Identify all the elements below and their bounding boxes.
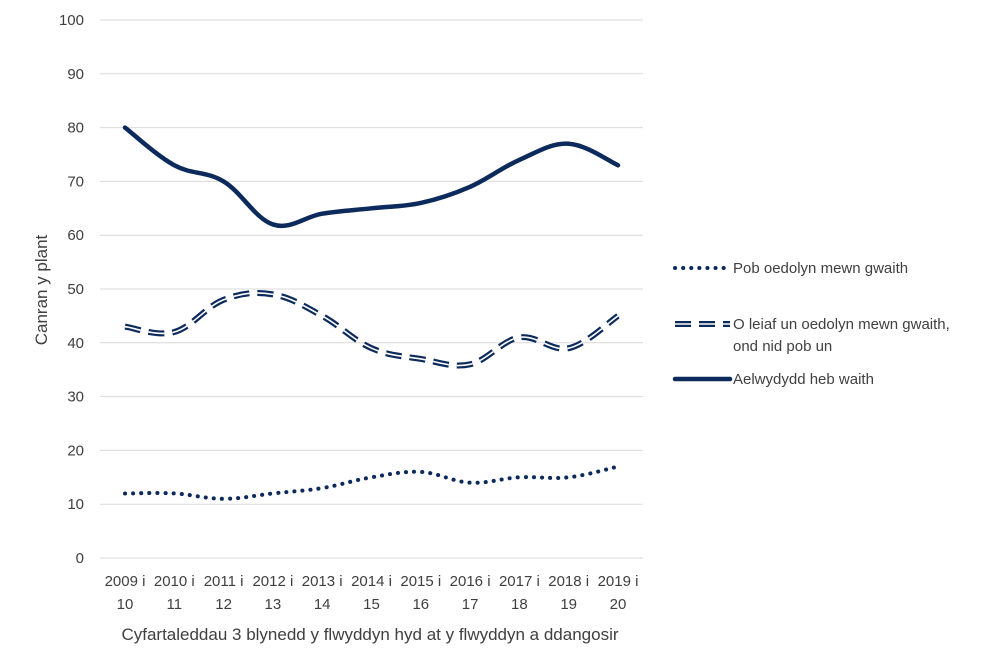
y-tick-label: 20 — [67, 442, 84, 459]
series-line-2-inner — [124, 292, 619, 367]
x-tick-label: 2018 i — [548, 573, 589, 590]
y-tick-label: 60 — [67, 227, 84, 244]
x-tick-label: 2011 i — [204, 573, 244, 590]
legend-label: Aelwydydd heb waith — [733, 371, 874, 388]
data-point — [517, 335, 522, 340]
gridlines — [100, 19, 643, 559]
y-tick-label: 50 — [67, 281, 84, 298]
y-axis-ticks: 0 10 20 30 40 50 60 70 80 90 100 — [59, 12, 84, 567]
x-tick-label: 20 — [610, 596, 627, 613]
y-tick-label: 10 — [67, 496, 84, 513]
data-point — [320, 486, 325, 491]
y-tick-label: 30 — [67, 389, 84, 406]
y-tick-label: 40 — [67, 335, 84, 352]
x-axis-title: Cyfartaleddau 3 blynedd y flwyddyn hyd a… — [121, 625, 618, 644]
y-tick-label: 70 — [67, 173, 84, 190]
y-axis-title: Canran y plant — [32, 234, 51, 345]
x-tick-label: 15 — [363, 596, 380, 613]
x-tick-label: 2017 i — [499, 573, 540, 590]
series-1 — [123, 464, 621, 501]
x-tick-label: 2016 i — [450, 573, 491, 590]
x-tick-label: 2009 i — [105, 573, 146, 590]
y-tick-label: 80 — [67, 120, 84, 137]
legend-item: Aelwydydd heb waith — [672, 371, 874, 388]
legend-label: ond nid pob un — [733, 338, 832, 355]
x-tick-label: 2012 i — [252, 573, 293, 590]
legend-label: Pob oedolyn mewn gwaith — [733, 260, 908, 277]
data-point — [616, 464, 621, 469]
x-tick-label: 2013 i — [302, 573, 343, 590]
x-tick-label: 16 — [412, 596, 429, 613]
x-tick-label: 14 — [314, 596, 331, 613]
x-tick-label: 11 — [167, 596, 183, 613]
x-tick-label: 17 — [462, 596, 479, 613]
series-line-2 — [124, 290, 620, 369]
x-tick-label: 2010 i — [154, 573, 195, 590]
series-3 — [122, 125, 621, 229]
legend-item: Pob oedolyn mewn gwaith — [673, 260, 908, 277]
x-tick-label: 13 — [265, 596, 282, 613]
x-tick-label: 2015 i — [400, 573, 441, 590]
legend-label: O leiaf un oedolyn mewn gwaith, — [733, 316, 950, 333]
x-tick-label: 2019 i — [598, 573, 639, 590]
y-tick-label: 90 — [67, 66, 84, 83]
series-line-1 — [123, 464, 620, 501]
y-tick-label: 0 — [76, 550, 84, 567]
x-tick-label: 18 — [511, 596, 528, 613]
series-lines — [122, 125, 621, 501]
x-tick-label: 19 — [560, 596, 577, 613]
series-line-3 — [122, 125, 621, 229]
x-tick-label: 10 — [117, 596, 134, 613]
legend: Pob oedolyn mewn gwaith O leiaf un oedoly… — [672, 260, 950, 388]
x-axis-ticks: 2009 i 10 2010 i 11 2011 i 12 2012 i 13 2013 i 14… — [105, 573, 639, 613]
y-tick-label: 100 — [59, 12, 84, 29]
x-tick-label: 12 — [215, 596, 232, 613]
x-tick-label: 2014 i — [351, 573, 392, 590]
legend-item: O leiaf un oedolyn mewn gwaith, ond nid p… — [675, 316, 950, 355]
series-2 — [124, 290, 620, 369]
